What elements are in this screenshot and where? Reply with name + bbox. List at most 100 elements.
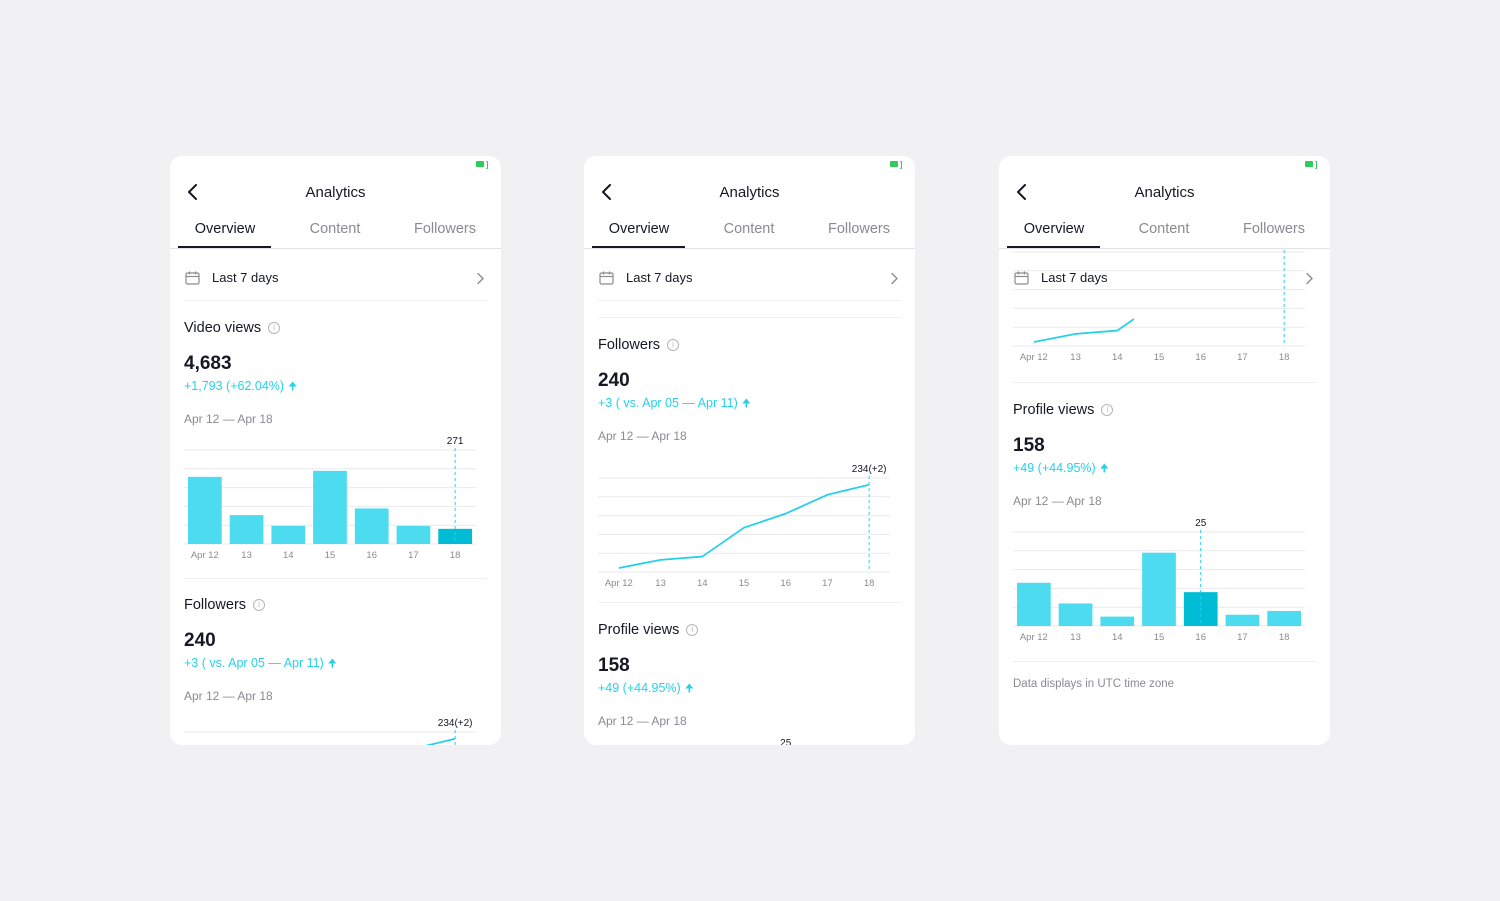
tab-followers[interactable]: Followers	[413, 221, 477, 237]
x-tick-label: 15	[739, 578, 750, 589]
profile-views-value: 158	[598, 655, 630, 676]
info-icon[interactable]: i	[268, 322, 281, 335]
back-arrow-icon[interactable]	[599, 184, 615, 200]
x-tick-label: 16	[780, 578, 791, 589]
video-views-value: 4,683	[184, 353, 232, 374]
arrow-up-icon: 🠉	[1099, 463, 1109, 475]
calendar-icon	[1014, 271, 1029, 285]
divider	[1013, 382, 1316, 383]
active-tab-indicator	[1007, 246, 1100, 248]
followers-change: +3 ( vs. Apr 05 — Apr 11) 🠉	[184, 655, 337, 674]
x-tick-label: Apr 12	[1020, 352, 1048, 363]
x-tick-label: 13	[241, 550, 252, 561]
page-title: Analytics	[719, 184, 780, 201]
info-icon[interactable]: i	[667, 339, 680, 352]
tab-content[interactable]: Content	[309, 221, 361, 237]
x-tick-label: 17	[1237, 352, 1248, 363]
back-arrow-icon[interactable]	[1014, 184, 1030, 200]
active-tab-indicator	[178, 246, 271, 248]
info-icon[interactable]: i	[1101, 404, 1114, 417]
chevron-right-icon	[477, 272, 484, 285]
tab-content[interactable]: Content	[723, 221, 775, 237]
x-tick-label: 18	[864, 578, 875, 589]
x-tick-label: 14	[1112, 352, 1123, 363]
x-tick-label: 16	[1195, 632, 1206, 643]
x-tick-label: 14	[697, 578, 708, 589]
bar-selected	[438, 528, 472, 544]
tab-followers[interactable]: Followers	[1242, 221, 1306, 237]
arrow-up-icon: 🠉	[684, 683, 694, 695]
profile-views-change: +49 (+44.95%) 🠉	[598, 680, 694, 699]
date-range-label: Last 7 days	[626, 270, 693, 285]
arrow-up-icon: 🠉	[288, 381, 298, 393]
series-line	[1033, 318, 1135, 343]
header: Analytics	[584, 180, 915, 206]
x-tick-label: 15	[1154, 352, 1165, 363]
date-range-label: Last 7 days	[212, 270, 279, 285]
selected-value-label: 234(+2)	[438, 718, 473, 729]
info-icon[interactable]: i	[253, 599, 266, 612]
followers-change: +3 ( vs. Apr 05 — Apr 11) 🠉	[598, 395, 751, 414]
divider	[598, 602, 901, 603]
bar	[1142, 552, 1176, 626]
selected-value-label: 234(+2)	[852, 464, 887, 475]
video-views-date-range: Apr 12 — Apr 18	[184, 412, 273, 426]
phone-screen-1: Analytics Overview Content Followers Las…	[170, 156, 501, 745]
divider	[1013, 661, 1316, 662]
tab-bar: Overview Content Followers	[999, 218, 1330, 249]
date-range-label: Last 7 days	[1041, 270, 1108, 285]
header: Analytics	[999, 180, 1330, 206]
x-tick-label: 13	[655, 578, 666, 589]
x-tick-label: 18	[450, 550, 461, 561]
bar	[188, 476, 222, 544]
tab-content[interactable]: Content	[1138, 221, 1190, 237]
bar	[313, 470, 347, 544]
divider	[184, 578, 487, 579]
tab-overview[interactable]: Overview	[1023, 221, 1085, 237]
date-range-selector[interactable]: Last 7 days	[1013, 268, 1316, 300]
profile-views-title: Profile views i	[598, 622, 699, 638]
x-tick-label: Apr 12	[191, 550, 219, 561]
bar	[1017, 582, 1051, 626]
profile-views-date-range: Apr 12 — Apr 18	[598, 714, 687, 728]
timezone-footnote: Data displays in UTC time zone	[1013, 678, 1175, 690]
followers-value: 240	[184, 630, 216, 651]
info-icon[interactable]: i	[686, 624, 699, 637]
video-views-title: Video views i	[184, 320, 281, 336]
tab-overview[interactable]: Overview	[608, 221, 670, 237]
back-arrow-icon[interactable]	[185, 184, 201, 200]
bar	[1267, 610, 1301, 626]
followers-title: Followers i	[598, 337, 680, 353]
date-range-selector[interactable]: Last 7 days	[184, 268, 487, 301]
arrow-up-icon: 🠉	[741, 398, 751, 410]
tab-followers[interactable]: Followers	[827, 221, 891, 237]
tab-bar: Overview Content Followers	[584, 218, 915, 249]
bar	[229, 515, 264, 544]
bar	[1058, 603, 1093, 626]
bar	[271, 525, 306, 544]
tab-bar: Overview Content Followers	[170, 218, 501, 249]
followers-line-chart-partial: Apr 12 13 14 15 16 17 18	[1013, 250, 1305, 363]
x-tick-label: 15	[1154, 632, 1165, 643]
tab-overview[interactable]: Overview	[194, 221, 256, 237]
x-tick-label: 17	[1237, 632, 1248, 643]
x-tick-label: Apr 12	[605, 578, 633, 589]
x-tick-label: Apr 12	[1020, 632, 1048, 643]
calendar-icon	[185, 271, 200, 285]
selected-value-label: 25	[1195, 518, 1207, 529]
profile-views-change: +49 (+44.95%) 🠉	[1013, 460, 1109, 479]
followers-date-range: Apr 12 — Apr 18	[598, 429, 687, 443]
x-tick-label: 16	[1195, 352, 1206, 363]
series-line	[618, 483, 870, 569]
profile-views-date-range: Apr 12 — Apr 18	[1013, 494, 1102, 508]
page-title: Analytics	[305, 184, 366, 201]
bar	[1225, 614, 1260, 626]
chevron-right-icon	[1306, 272, 1313, 285]
x-tick-label: 17	[408, 550, 419, 561]
followers-line-chart: Apr 12 13 14 15 16 17 18 234(+2)	[598, 464, 890, 589]
calendar-icon	[599, 271, 614, 285]
x-tick-label: 17	[822, 578, 833, 589]
date-range-selector[interactable]: Last 7 days	[598, 268, 901, 301]
